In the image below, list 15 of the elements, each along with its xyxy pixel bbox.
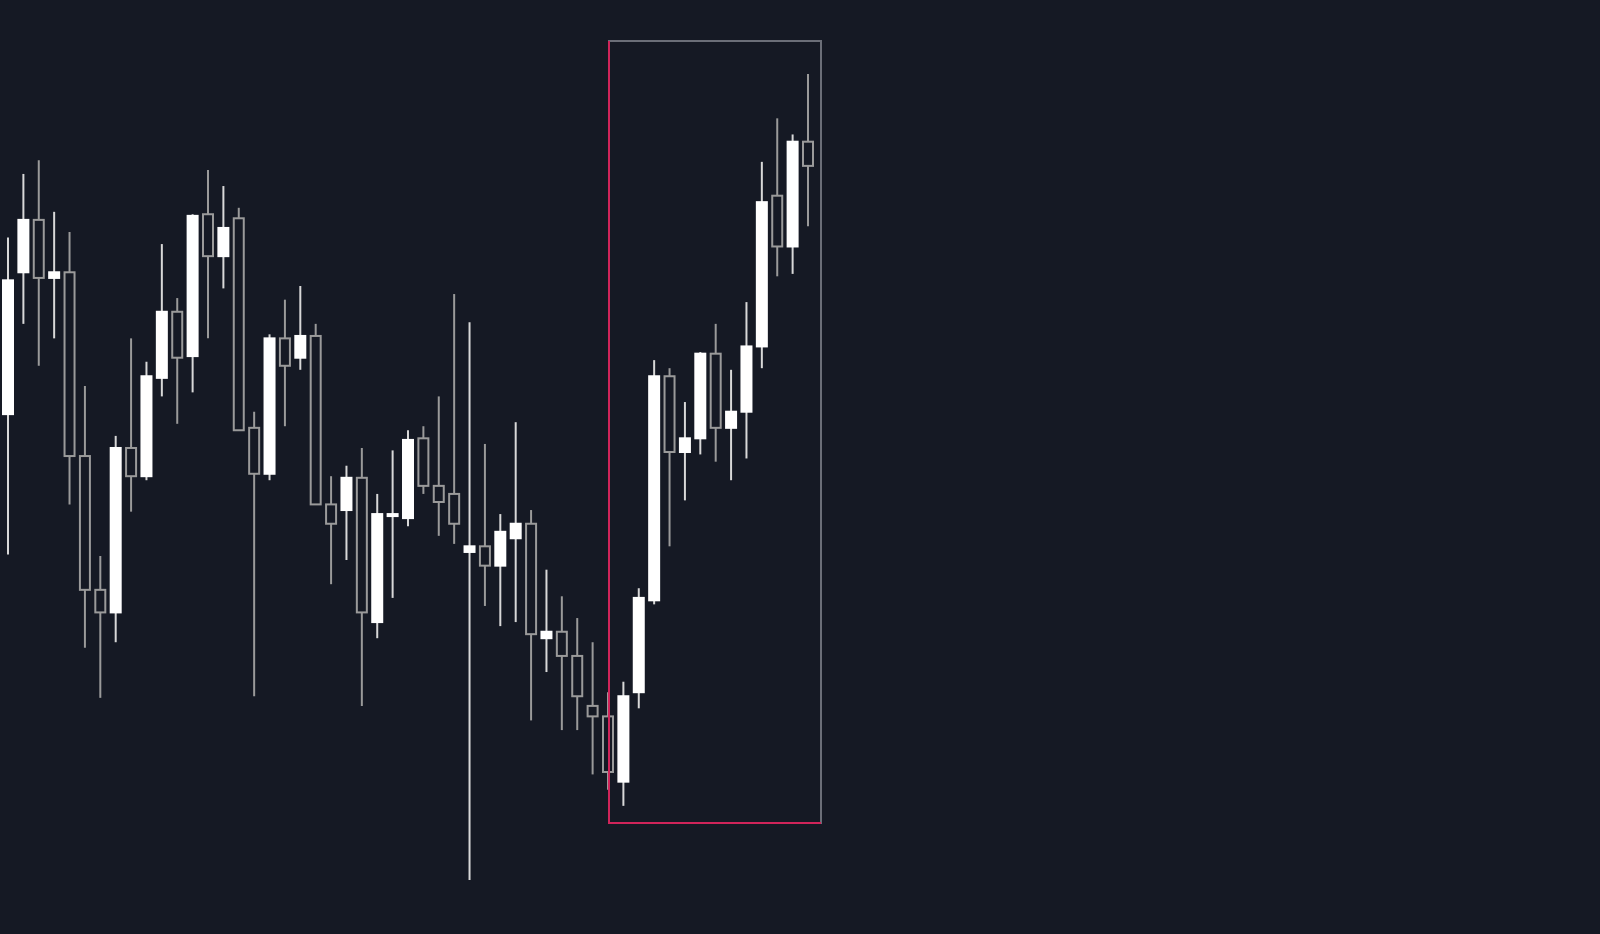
candlestick xyxy=(802,73,814,228)
candlestick xyxy=(417,425,430,495)
candlestick xyxy=(509,421,522,624)
candlestick xyxy=(540,568,553,674)
candlestick xyxy=(278,298,291,428)
candlestick xyxy=(294,284,307,371)
candlestick xyxy=(171,297,184,425)
candlestick xyxy=(202,168,214,340)
candlestick xyxy=(478,442,491,607)
candlestick xyxy=(217,185,230,290)
candlestick xyxy=(494,513,507,628)
candlestick xyxy=(463,321,476,881)
candlestick xyxy=(340,464,353,562)
candlestick xyxy=(48,210,61,340)
candlestick xyxy=(125,337,138,513)
